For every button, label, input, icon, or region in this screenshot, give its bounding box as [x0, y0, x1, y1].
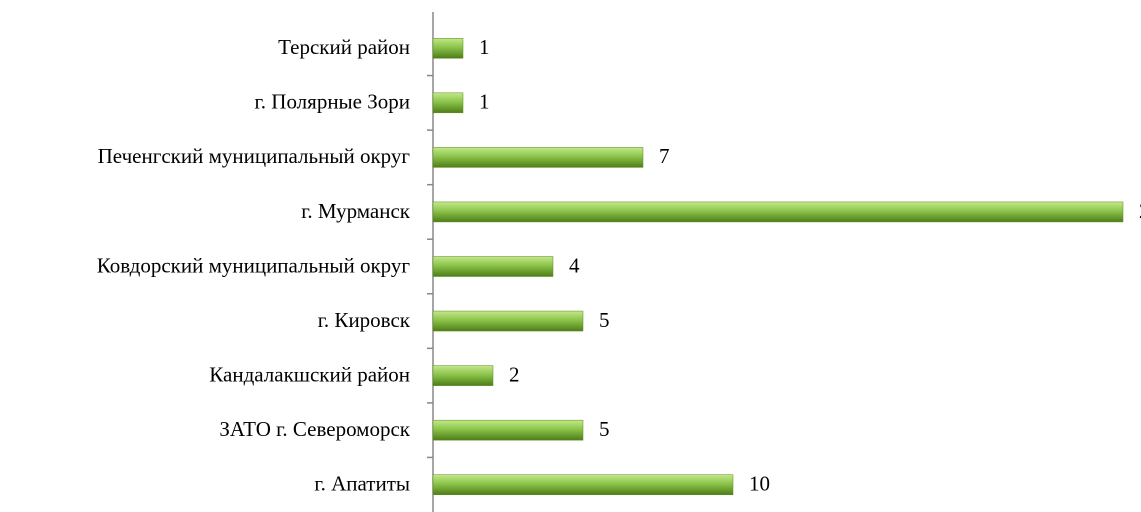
value-label: 1	[479, 35, 490, 59]
bar	[432, 256, 554, 277]
bar	[432, 38, 464, 59]
category-label: г. Полярные Зори	[255, 90, 410, 114]
category-label: г. Апатиты	[314, 472, 410, 496]
bar	[432, 365, 494, 386]
category-label: Ковдорский муниципальный округ	[97, 253, 411, 277]
value-label: 23	[1139, 199, 1141, 223]
category-label: ЗАТО г. Североморск	[219, 417, 410, 441]
bar	[432, 419, 584, 441]
category-label: г. Мурманск	[301, 199, 411, 223]
value-label: 5	[599, 308, 610, 332]
value-label: 7	[659, 144, 670, 168]
category-label: г. Кировск	[318, 308, 411, 332]
category-label: Печенгский муниципальный округ	[98, 144, 411, 168]
value-label: 4	[569, 253, 580, 277]
value-label: 2	[509, 362, 520, 386]
category-label: Терский район	[278, 35, 410, 59]
bar	[432, 474, 734, 495]
value-label: 5	[599, 417, 610, 441]
bar	[432, 92, 464, 114]
value-label: 10	[749, 472, 770, 496]
bar	[432, 310, 584, 332]
category-label: Кандалакшский район	[209, 362, 410, 386]
bar	[432, 147, 644, 168]
value-label: 1	[479, 90, 490, 114]
bar	[432, 201, 1124, 223]
